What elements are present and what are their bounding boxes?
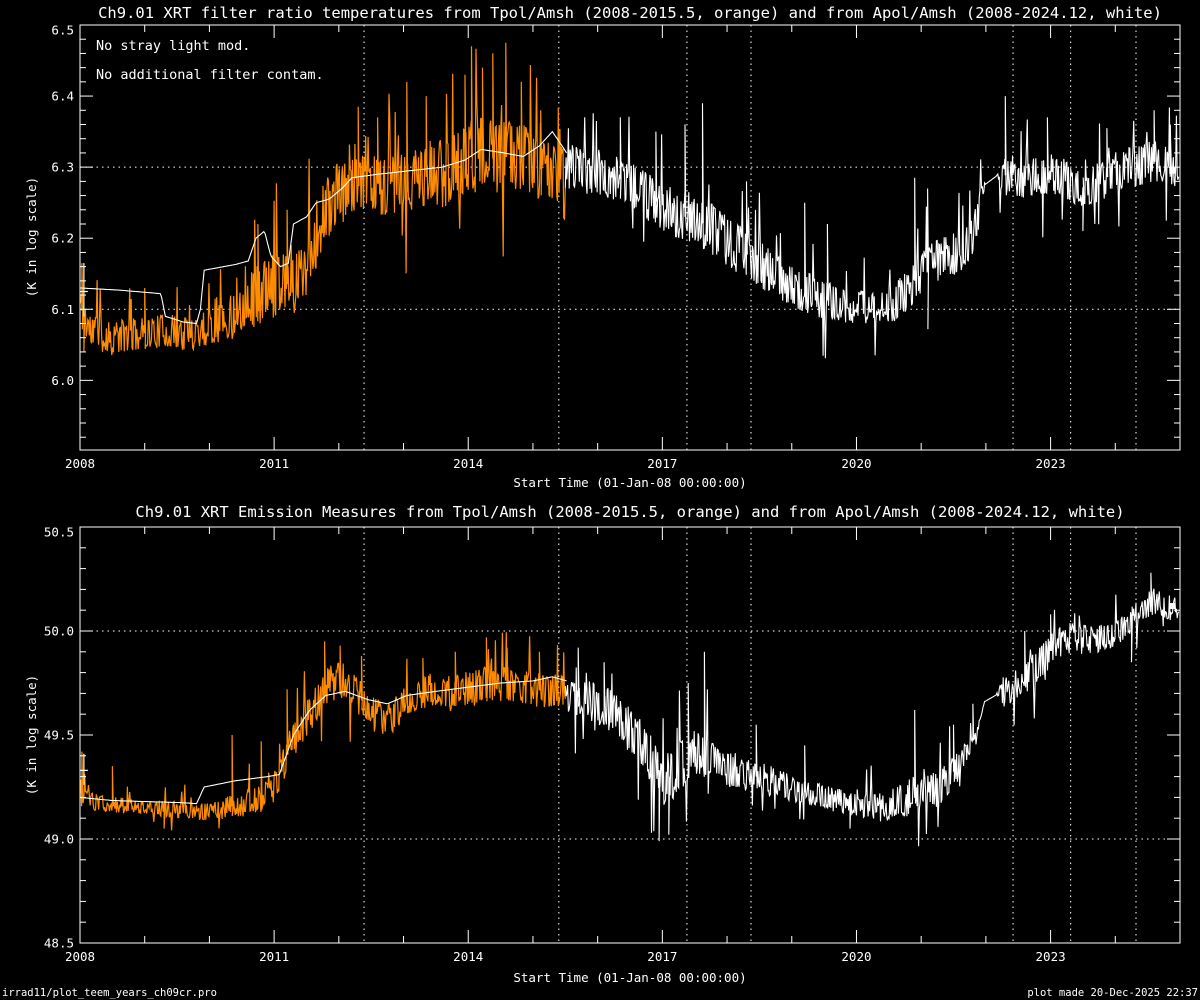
temperature-plot-title: Ch9.01 XRT filter ratio temperatures fro… [98,4,1162,22]
tick-labels-filter_ratio_temperatures: 2008 2011 2014 2017 2020 2023 6.0 6.1 6.2 6.3 6.4 6… [51,23,1065,472]
emission-plot-title: Ch9.01 XRT Emission Measures from Tpol/A… [135,503,1124,521]
ytick-label: 50.5 [44,525,74,540]
series-path-tpol-amsh [79,42,566,356]
gridlines-filter_ratio_temperatures [80,25,1180,450]
series-filter_ratio_temperatures-2 [564,96,1180,359]
footer-procedure-path: irrad11/plot_teem_years_ch09cr.pro [2,987,217,999]
emission-yaxis-title: (K in log scale) [24,675,39,795]
series-emission_measures-1 [79,676,567,805]
xtick-label: 2014 [453,949,483,964]
ytick-label: 6.0 [51,373,74,388]
ytick-label: 6.2 [51,231,74,246]
xtick-label: 2008 [65,949,95,964]
gridlines-emission_measures [80,527,1180,943]
xtick-label: 2011 [259,456,289,471]
series-emission_measures-0 [79,632,566,831]
xtick-label: 2011 [259,949,289,964]
xtick-label: 2020 [841,456,871,471]
xtick-label: 2008 [65,456,95,471]
axes-filter_ratio_temperatures [79,24,1181,451]
temperature-yaxis-title: (K in log scale) [24,177,39,297]
series-path-tpol-amsh [79,632,566,831]
panel-emission_measures: 2008 2011 2014 2017 2020 2023 48.5 49.0 49.5 50.0… [44,525,1181,965]
series-path-apol-amsh-smoothed [79,676,567,805]
ytick-label: 50.0 [44,624,74,639]
ytick-label: 6.4 [51,89,74,104]
xtick-label: 2017 [647,456,677,471]
ytick-label: 6.3 [51,160,74,175]
temperature-xaxis-title: Start Time (01-Jan-08 00:00:00) [513,475,746,490]
ytick-label: 6.5 [51,23,74,38]
xtick-label: 2014 [453,456,483,471]
ytick-label: 48.5 [44,936,74,951]
chart-layers: 2008 2011 2014 2017 2020 2023 6.0 6.1 6.2 6.3 6.4 6… [44,23,1181,965]
ytick-label: 49.5 [44,728,74,743]
ytick-label: 6.1 [51,302,74,317]
series-filter_ratio_temperatures-1 [79,130,568,325]
series-emission_measures-2 [564,572,1180,847]
axes-emission_measures [79,526,1181,944]
series-path-apol-amsh [564,572,1180,847]
annotation-no-stray-light: No stray light mod. [96,38,250,54]
panel-filter_ratio_temperatures: 2008 2011 2014 2017 2020 2023 6.0 6.1 6.2 6.3 6.4 6… [51,23,1181,472]
ytick-label: 49.0 [44,832,74,847]
annotation-no-filter-contam: No additional filter contam. [96,67,324,83]
series-path-apol-amsh-smoothed [80,130,568,325]
tick-labels-emission_measures: 2008 2011 2014 2017 2020 2023 48.5 49.0 49.5 50.0… [44,525,1066,965]
xtick-label: 2017 [647,949,677,964]
xtick-label: 2023 [1036,949,1066,964]
emission-xaxis-title: Start Time (01-Jan-08 00:00:00) [513,970,746,985]
xtick-label: 2023 [1036,456,1066,471]
series-path-apol-amsh [564,96,1180,359]
footer-plot-made-timestamp: plot made 20-Dec-2025 22:37 [1027,987,1198,999]
xtick-label: 2020 [841,949,871,964]
series-filter_ratio_temperatures-0 [79,42,566,356]
